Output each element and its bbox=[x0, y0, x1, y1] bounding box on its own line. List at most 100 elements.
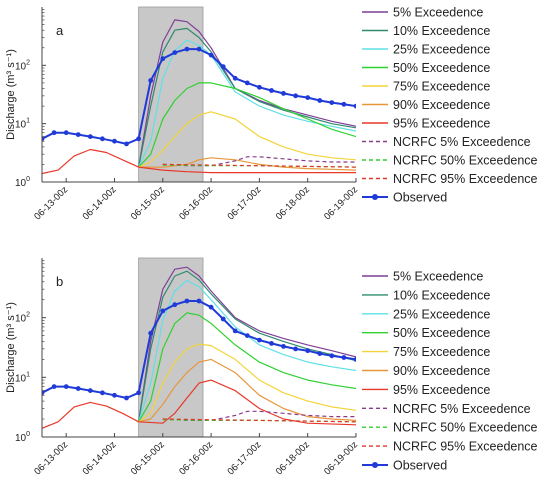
series-line-nc95 bbox=[162, 163, 356, 168]
y-tick-base: 10 bbox=[15, 178, 27, 189]
legend-label-p50: 50% Exceedence bbox=[393, 326, 490, 340]
data-point-obs bbox=[75, 386, 81, 391]
data-point-obs bbox=[257, 84, 262, 90]
data-point-obs bbox=[160, 308, 166, 314]
data-point-obs bbox=[317, 351, 323, 356]
data-point-obs bbox=[281, 344, 286, 349]
panel-label: a bbox=[56, 23, 64, 38]
legend-label-nc95: NCRFC 95% Exceedence bbox=[393, 440, 538, 454]
data-point-obs bbox=[42, 390, 45, 396]
series-line-p5 bbox=[138, 19, 356, 168]
data-point-obs bbox=[63, 130, 69, 136]
data-point-obs bbox=[63, 384, 69, 389]
data-point-obs bbox=[257, 337, 262, 343]
x-tick-label: 06-19-00z bbox=[322, 184, 360, 222]
y-tick-exp: 0 bbox=[26, 431, 30, 438]
legend-label-p5: 5% Exceedence bbox=[393, 270, 483, 284]
data-point-obs bbox=[75, 132, 81, 138]
data-point-obs bbox=[317, 98, 323, 103]
data-point-obs bbox=[112, 138, 117, 144]
data-point-obs bbox=[196, 298, 202, 304]
legend-label-p95: 95% Exceedence bbox=[393, 383, 490, 397]
series-line-p50 bbox=[138, 82, 356, 168]
data-point-obs bbox=[184, 298, 190, 304]
legend-label-p95: 95% Exceedence bbox=[393, 117, 490, 131]
data-point-obs bbox=[112, 392, 117, 398]
x-tick-label: 06-18-00z bbox=[274, 184, 312, 222]
legend-label-nc50: NCRFC 50% Exceedence bbox=[393, 421, 538, 435]
panel-label: b bbox=[56, 274, 63, 289]
legend-label-p50: 50% Exceedence bbox=[393, 61, 490, 75]
data-point-obs bbox=[305, 348, 311, 354]
y-tick-base: 10 bbox=[15, 433, 27, 444]
x-tick-label: 06-13-00z bbox=[32, 184, 70, 222]
y-tick-label: 101 bbox=[15, 371, 30, 384]
y-axis-label: Discharge (m³ s⁻¹) bbox=[5, 302, 17, 393]
series-line-nc95 bbox=[162, 418, 356, 423]
data-point-obs bbox=[341, 355, 347, 360]
legend-marker-obs bbox=[372, 194, 378, 200]
x-tick-label: 06-16-00z bbox=[177, 184, 215, 222]
legend-marker-obs bbox=[372, 462, 378, 468]
series-line-p95 bbox=[42, 148, 356, 175]
data-point-obs bbox=[148, 330, 154, 336]
data-point-obs bbox=[100, 390, 105, 396]
series-line-p90 bbox=[138, 358, 356, 423]
legend-label-nc5: NCRFC 5% Exceedence bbox=[393, 135, 531, 149]
data-point-obs bbox=[293, 346, 298, 352]
x-tick-label: 06-17-00z bbox=[225, 184, 263, 222]
legend: 5% Exceedence 10% Exceedence 25% Exceedenc… bbox=[362, 6, 538, 205]
y-tick-exp: 2 bbox=[26, 312, 30, 319]
data-point-obs bbox=[353, 357, 356, 362]
x-tick-label: 06-13-00z bbox=[32, 439, 70, 477]
y-tick-exp: 1 bbox=[26, 371, 30, 378]
data-point-obs bbox=[87, 388, 93, 393]
data-point-obs bbox=[184, 46, 190, 52]
legend-label-p25: 25% Exceedence bbox=[393, 43, 490, 57]
legend-label-p10: 10% Exceedence bbox=[393, 24, 490, 38]
data-point-obs bbox=[42, 136, 45, 142]
y-tick-exp: 2 bbox=[26, 59, 30, 66]
data-point-obs bbox=[51, 384, 57, 389]
legend-label-p90: 90% Exceedence bbox=[393, 364, 490, 378]
series-group bbox=[42, 266, 356, 429]
y-tick-exp: 0 bbox=[26, 176, 30, 183]
y-tick-base: 10 bbox=[15, 120, 27, 131]
data-point-obs bbox=[87, 134, 93, 140]
legend-label-p25: 25% Exceedence bbox=[393, 307, 490, 321]
y-tick-label: 101 bbox=[15, 118, 30, 131]
legend-label-p75: 75% Exceedence bbox=[393, 80, 490, 94]
data-point-obs bbox=[124, 395, 129, 401]
data-point-obs bbox=[51, 130, 57, 136]
legend-label-p5: 5% Exceedence bbox=[393, 6, 483, 20]
series-line-p50 bbox=[138, 312, 356, 423]
series-line-p75 bbox=[138, 111, 356, 168]
x-tick-label: 06-16-00z bbox=[177, 439, 215, 477]
data-point-obs bbox=[329, 100, 335, 105]
data-point-obs bbox=[124, 141, 129, 147]
x-tick-label: 06-19-00z bbox=[322, 439, 360, 477]
series-line-p75 bbox=[138, 343, 356, 423]
y-tick-base: 10 bbox=[15, 61, 27, 72]
x-tick-label: 06-18-00z bbox=[274, 439, 312, 477]
data-point-obs bbox=[100, 136, 105, 142]
legend-label-p75: 75% Exceedence bbox=[393, 345, 490, 359]
x-tick-label: 06-14-00z bbox=[81, 439, 119, 477]
y-axis-label: Discharge (m³ s⁻¹) bbox=[5, 49, 17, 140]
data-point-obs bbox=[196, 46, 202, 52]
y-tick-label: 100 bbox=[15, 176, 30, 189]
y-tick-label: 102 bbox=[15, 312, 30, 325]
y-tick-label: 102 bbox=[15, 59, 30, 72]
data-point-obs bbox=[232, 328, 238, 334]
series-line-p25 bbox=[138, 279, 356, 422]
legend-label-obs: Observed bbox=[393, 459, 447, 473]
data-point-obs bbox=[341, 101, 347, 107]
data-point-obs bbox=[160, 56, 166, 62]
data-point-obs bbox=[293, 93, 298, 99]
data-point-obs bbox=[269, 88, 274, 93]
data-point-obs bbox=[208, 52, 214, 58]
series-line-p10 bbox=[138, 27, 356, 168]
legend-label-nc95: NCRFC 95% Exceedence bbox=[393, 172, 538, 186]
